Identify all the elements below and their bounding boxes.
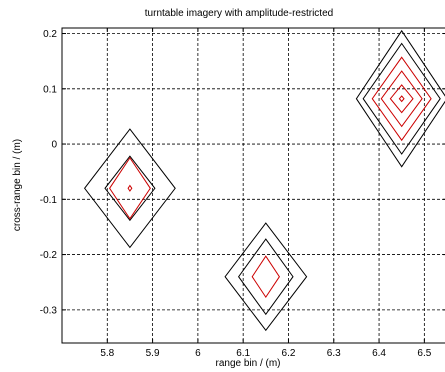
contour-target-2 [224, 222, 308, 332]
x-axis-title: range bin / (m) [215, 358, 280, 369]
contour-line [355, 29, 445, 168]
x-tick-label: 6.4 [372, 348, 386, 359]
contour-line [398, 95, 405, 103]
y-axis-ticks: -0.3 -0.2 -0.1 0 0.1 0.2 [40, 29, 445, 316]
plot-frame [61, 27, 445, 344]
contour-line [237, 238, 294, 316]
contour-line [83, 128, 176, 249]
x-tick-label: 5.8 [100, 348, 114, 359]
contour-line [371, 56, 432, 142]
contour-line [108, 157, 151, 220]
contour-line [104, 155, 156, 222]
y-tick-label: -0.3 [40, 305, 58, 316]
x-tick-label: 5.9 [146, 348, 160, 359]
contour-target-3 [355, 29, 445, 168]
x-tick-label: 6.5 [417, 348, 431, 359]
contour-target-1 [83, 128, 176, 249]
x-tick-label: 6 [195, 348, 201, 359]
contour-line [127, 184, 133, 192]
y-tick-label: 0.1 [43, 84, 57, 95]
contour-line [389, 84, 414, 114]
y-axis-title: cross-range bin / (m) [12, 139, 23, 231]
contour-line [362, 42, 441, 155]
y-tick-label: 0 [51, 140, 57, 151]
contour-line [380, 70, 423, 128]
x-tick-label: 6.1 [236, 348, 250, 359]
x-tick-label: 6.2 [282, 348, 296, 359]
contour-layer [83, 29, 445, 332]
y-tick-label: -0.1 [40, 195, 58, 206]
grid-lines [62, 28, 445, 343]
y-tick-label: 0.2 [43, 29, 57, 40]
chart-title: turntable imagery with amplitude-restric… [145, 8, 333, 19]
x-axis-ticks: 5.8 5.9 6 6.1 6.2 6.3 6.4 6.5 [100, 28, 432, 359]
contour-line [224, 222, 308, 332]
y-tick-label: -0.2 [40, 250, 58, 261]
contour-line [251, 255, 281, 299]
x-tick-label: 6.3 [327, 348, 341, 359]
